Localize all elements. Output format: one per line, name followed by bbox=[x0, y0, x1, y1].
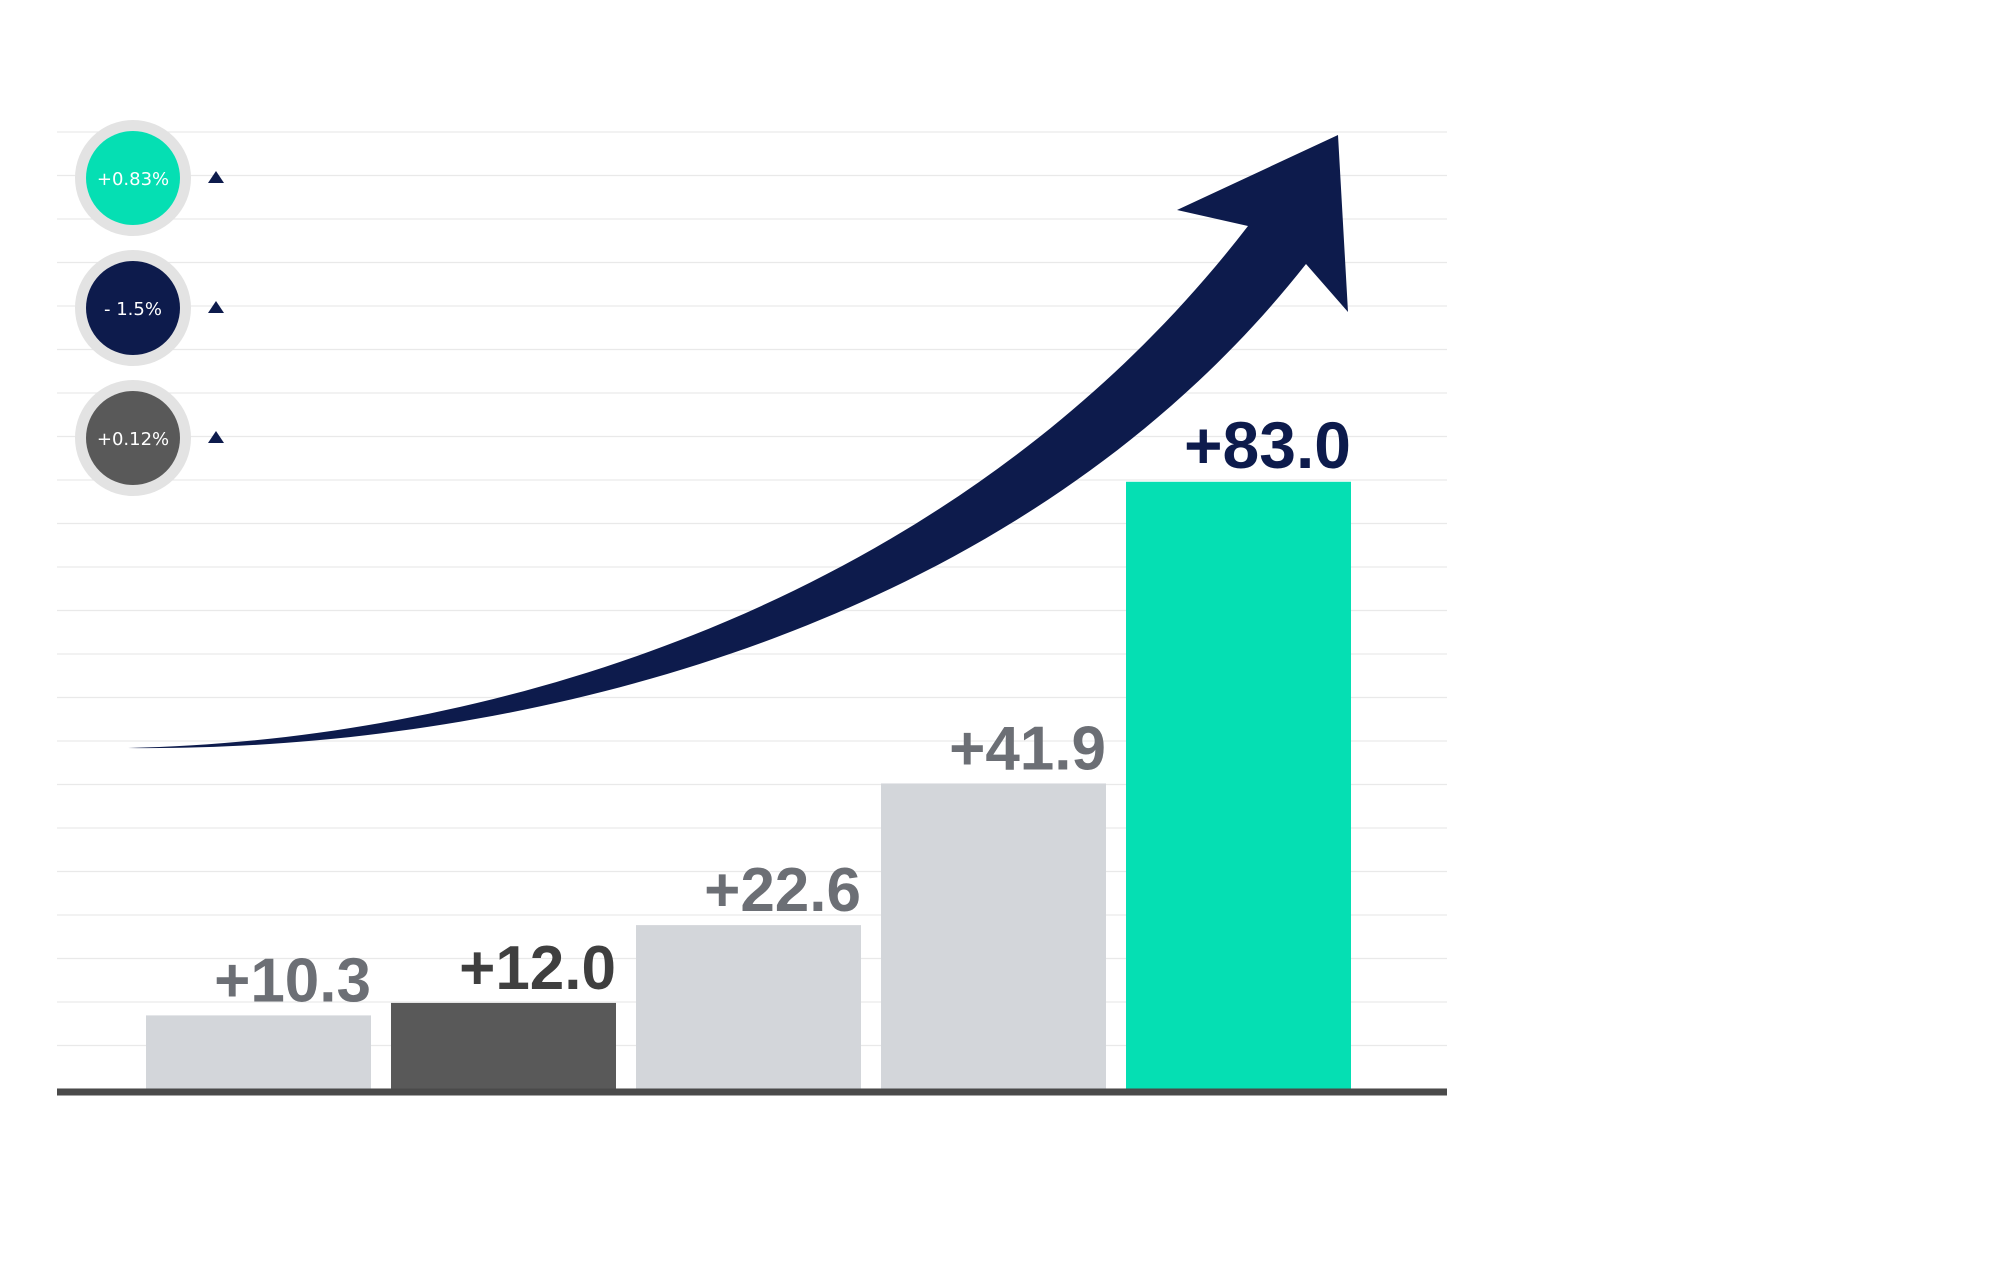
bar-1 bbox=[146, 1015, 371, 1091]
bars bbox=[146, 481, 1351, 1091]
bar-2 bbox=[391, 1002, 616, 1091]
bar-value-label: +83.0 bbox=[1184, 408, 1351, 482]
legend: +0.83% - 1.5% +0.12% bbox=[75, 120, 224, 496]
bar-value-label: +12.0 bbox=[459, 934, 616, 1003]
legend-badge-label: +0.83% bbox=[97, 169, 169, 190]
bar-value-label: +41.9 bbox=[949, 714, 1106, 783]
bar-value-label: +10.3 bbox=[214, 946, 371, 1015]
up-triangle-icon bbox=[208, 431, 224, 443]
legend-badge bbox=[86, 391, 180, 485]
legend-badge-label: - 1.5% bbox=[104, 299, 162, 320]
bar-3 bbox=[636, 925, 861, 1091]
bar-value-label: +22.6 bbox=[704, 856, 861, 925]
legend-badge bbox=[86, 261, 180, 355]
bar-5 bbox=[1126, 481, 1351, 1091]
bar-4 bbox=[881, 783, 1106, 1091]
legend-badge-label: +0.12% bbox=[97, 429, 169, 450]
legend-badge bbox=[86, 131, 180, 225]
data-labels: +10.3 +12.0 +22.6 +41.9 +83.0 bbox=[214, 408, 1351, 1016]
up-triangle-icon bbox=[208, 301, 224, 313]
up-triangle-icon bbox=[208, 171, 224, 183]
trend-arrow-icon bbox=[128, 135, 1348, 749]
